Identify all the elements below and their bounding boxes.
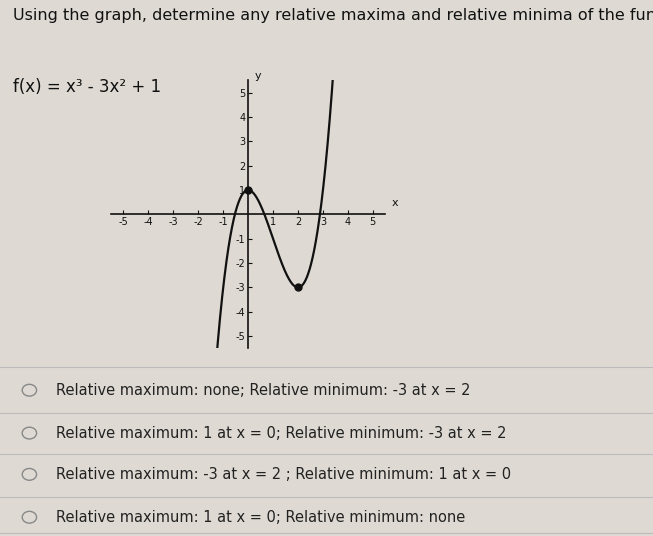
- Text: Relative maximum: none; Relative minimum: -3 at x = 2: Relative maximum: none; Relative minimum…: [56, 383, 470, 398]
- Text: x: x: [392, 198, 398, 209]
- Text: Relative maximum: 1 at x = 0; Relative minimum: none: Relative maximum: 1 at x = 0; Relative m…: [56, 510, 465, 525]
- Text: Relative maximum: 1 at x = 0; Relative minimum: -3 at x = 2: Relative maximum: 1 at x = 0; Relative m…: [56, 426, 506, 441]
- Text: y: y: [255, 71, 261, 80]
- Text: Relative maximum: -3 at x = 2 ; Relative minimum: 1 at x = 0: Relative maximum: -3 at x = 2 ; Relative…: [56, 467, 511, 482]
- Text: Using the graph, determine any relative maxima and relative minima of the functi: Using the graph, determine any relative …: [13, 8, 653, 23]
- Text: f(x) = x³ - 3x² + 1: f(x) = x³ - 3x² + 1: [13, 78, 161, 96]
